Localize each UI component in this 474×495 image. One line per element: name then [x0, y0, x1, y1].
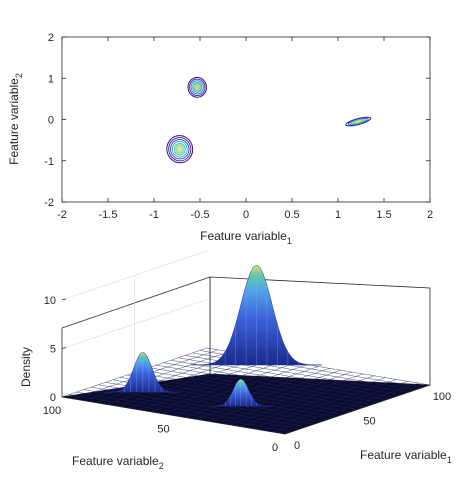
contour-x-tick-label: 1: [335, 209, 341, 221]
contour-level: [189, 78, 206, 97]
surface-front-edge-left: [61, 396, 286, 435]
floor-mesh-line: [170, 360, 394, 398]
contour-level: [166, 135, 194, 164]
contour-level: [171, 140, 188, 158]
surface-z-tick: [61, 347, 67, 349]
surface-y-tick-label: 100: [43, 405, 61, 417]
floor-mesh-line: [117, 357, 263, 407]
surface-x-tick-label: 50: [363, 416, 375, 428]
surface-z-tick-label: 0: [50, 392, 56, 404]
contour-cluster: [166, 135, 194, 164]
contour-axes-box: [61, 36, 431, 203]
contour-level: [173, 142, 186, 156]
surface-peak: [190, 264, 322, 366]
contour-level: [347, 117, 369, 126]
surface-peak: [208, 378, 274, 407]
contour-y-tick-label: 1: [48, 73, 54, 85]
contour-level: [170, 138, 190, 160]
contour-ticks: -2 -1.5 -1 -0.5 0 0.5 1 1.5 2 -2 -1 0 1 2: [44, 32, 433, 221]
surface-y-tick-label: 0: [272, 442, 278, 454]
surface-peaks: [104, 264, 322, 407]
contour-level: [195, 85, 200, 90]
contour-x-tick-label: 0: [243, 209, 249, 221]
contour-x-tick-label: -1: [149, 209, 159, 221]
surface-front-edge-right: [284, 384, 431, 435]
contour-cluster: [345, 116, 372, 127]
contour-level: [177, 146, 183, 152]
contour-x-axis-label: Feature variable1: [200, 229, 292, 246]
floor-mesh-line: [148, 367, 373, 405]
surface-z-tick: [61, 395, 67, 398]
floor-mesh-line: [156, 364, 380, 403]
contour-x-tick-label: 2: [427, 209, 433, 221]
contour-cluster: [187, 76, 207, 98]
contour-level: [192, 81, 203, 93]
contour-level: [175, 144, 184, 154]
floor-mesh-line: [139, 360, 286, 411]
contour-x-tick-label: -0.5: [191, 209, 210, 221]
surface-z-axis-label: Density: [19, 347, 33, 387]
surface-wall-grid: [61, 250, 208, 373]
contour-level: [168, 137, 192, 162]
surface-z-tick-label: 10: [44, 295, 56, 307]
surface-x-axis-label: Feature variable1: [360, 448, 452, 465]
contour-level: [352, 119, 364, 124]
surface-y-axis-label: Feature variable2: [72, 454, 164, 471]
contour-plot: -2 -1.5 -1 -0.5 0 0.5 1 1.5 2 -2 -1 0 1 2 Feature var…: [7, 32, 433, 246]
contour-x-tick-label: -1.5: [99, 209, 118, 221]
contour-y-tick-label: 0: [48, 115, 54, 127]
surface-y-tick-label: 50: [157, 424, 169, 436]
contour-level: [190, 80, 204, 95]
surface-x-tick-label: 0: [294, 440, 300, 452]
floor-mesh-line: [141, 369, 365, 408]
contour-level: [345, 116, 372, 127]
floor-mesh-line: [84, 351, 230, 401]
contour-y-axis-label: Feature variable2: [7, 73, 24, 165]
contour-y-tick-label: -2: [44, 197, 54, 209]
contour-x-tick-label: 1.5: [376, 209, 391, 221]
surface-x-tick-label: 100: [433, 391, 451, 403]
floor-mesh-line: [151, 362, 297, 412]
contour-x-tick-label: -2: [57, 209, 67, 221]
contour-y-tick-label: 2: [48, 32, 54, 44]
surface-peak: [104, 352, 181, 393]
floor-mesh-line: [163, 362, 387, 400]
surface-z-tick: [61, 298, 67, 301]
surface-z-tick-label: 5: [50, 344, 56, 356]
contour-level: [193, 83, 201, 92]
floor-mesh-line: [128, 358, 274, 409]
contour-x-tick-label: 0.5: [284, 209, 299, 221]
contour-lines: [166, 76, 372, 164]
contour-level: [355, 120, 362, 123]
contour-y-tick-label: -1: [44, 156, 54, 168]
contour-level: [350, 118, 367, 125]
contour-level: [187, 76, 207, 98]
